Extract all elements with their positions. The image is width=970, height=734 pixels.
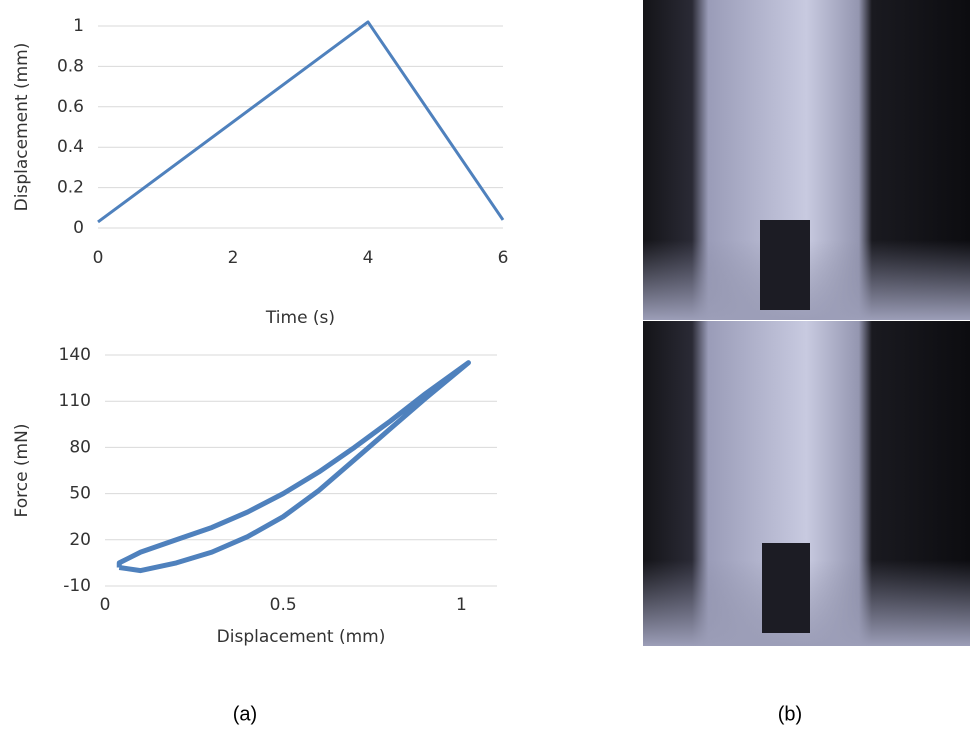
y-tick-label: -10 — [63, 576, 91, 596]
data-line — [116, 360, 471, 574]
y-axis-label: Displacement (mm) — [12, 43, 32, 212]
y-tick-label: 140 — [59, 345, 91, 365]
ultrasound-images — [643, 0, 970, 646]
y-tick-label: 20 — [69, 530, 91, 550]
y-tick-label: 80 — [69, 437, 91, 457]
x-tick-label: 6 — [498, 248, 509, 268]
x-tick-label: 0.5 — [270, 595, 297, 615]
y-tick-label: 50 — [69, 484, 91, 504]
x-tick-label: 0 — [100, 595, 111, 615]
y-tick-label: 110 — [59, 391, 91, 411]
y-tick-label: 0.2 — [57, 178, 84, 198]
y-tick-label: 0.6 — [57, 97, 84, 117]
x-tick-label: 2 — [228, 248, 239, 268]
y-tick-label: 0.4 — [57, 137, 84, 157]
y-tick-label: 1 — [73, 16, 84, 36]
y-tick-label: 0.8 — [57, 56, 84, 76]
x-tick-label: 0 — [93, 248, 104, 268]
y-axis-label: Force (mN) — [12, 424, 32, 518]
x-tick-label: 4 — [363, 248, 374, 268]
y-tick-label: 0 — [73, 218, 84, 238]
x-axis-label: Displacement (mm) — [217, 627, 386, 647]
x-tick-label: 1 — [456, 595, 467, 615]
x-axis-label: Time (s) — [265, 308, 335, 328]
panel-label: (a) — [233, 703, 257, 725]
panel-label: (b) — [778, 703, 802, 725]
data-line — [97, 20, 505, 224]
